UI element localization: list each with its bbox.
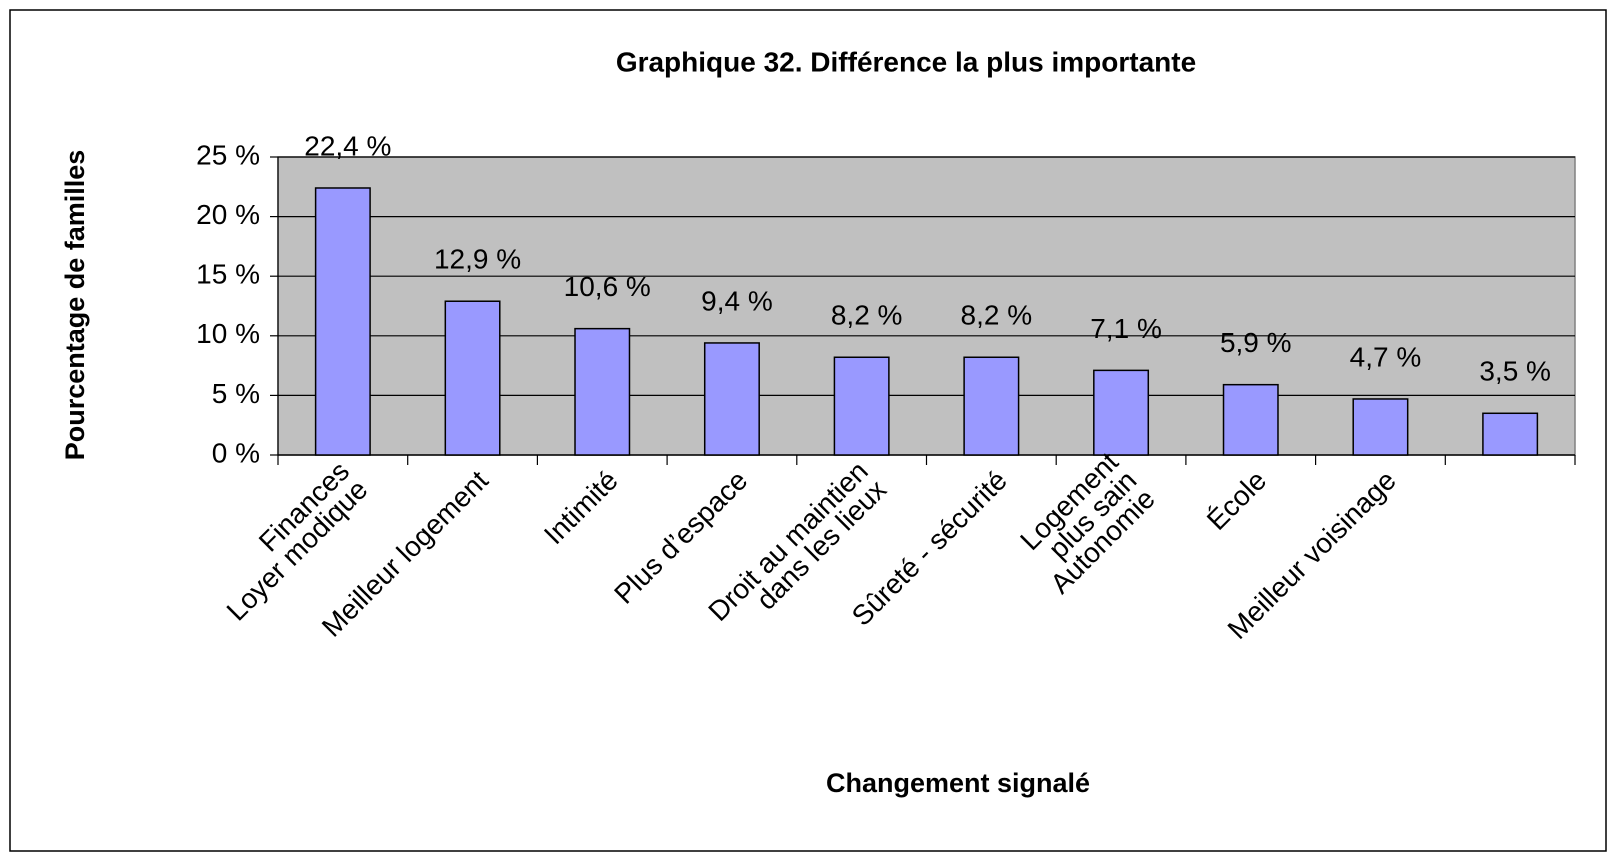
y-tick-label: 10 % (196, 318, 260, 349)
y-tick-label: 15 % (196, 259, 260, 290)
bar (1482, 412, 1539, 456)
value-label: 3,5 % (1479, 356, 1551, 387)
bar (1352, 398, 1409, 456)
x-axis-label: Changement signalé (826, 768, 1090, 798)
chart-title: Graphique 32. Différence la plus importa… (616, 46, 1196, 77)
value-label: 22,4 % (304, 130, 391, 161)
bar (1222, 383, 1279, 456)
bar (1093, 369, 1150, 456)
y-tick-label: 25 % (196, 139, 260, 170)
bar (963, 356, 1020, 456)
value-label: 9,4 % (701, 285, 773, 316)
value-label: 8,2 % (831, 300, 903, 331)
y-tick-label: 20 % (196, 199, 260, 230)
y-axis-label: Pourcentage de familles (60, 150, 90, 461)
bar (833, 356, 890, 456)
bar (444, 300, 501, 456)
bar (703, 342, 760, 456)
value-label: 5,9 % (1220, 327, 1292, 358)
y-tick-label: 0 % (212, 437, 260, 468)
bar (574, 327, 631, 456)
value-label: 10,6 % (564, 271, 651, 302)
y-tick-label: 5 % (212, 378, 260, 409)
value-label: 4,7 % (1350, 341, 1422, 372)
bar (314, 187, 371, 456)
value-label: 7,1 % (1090, 313, 1162, 344)
value-label: 8,2 % (961, 300, 1033, 331)
value-label: 12,9 % (434, 244, 521, 275)
